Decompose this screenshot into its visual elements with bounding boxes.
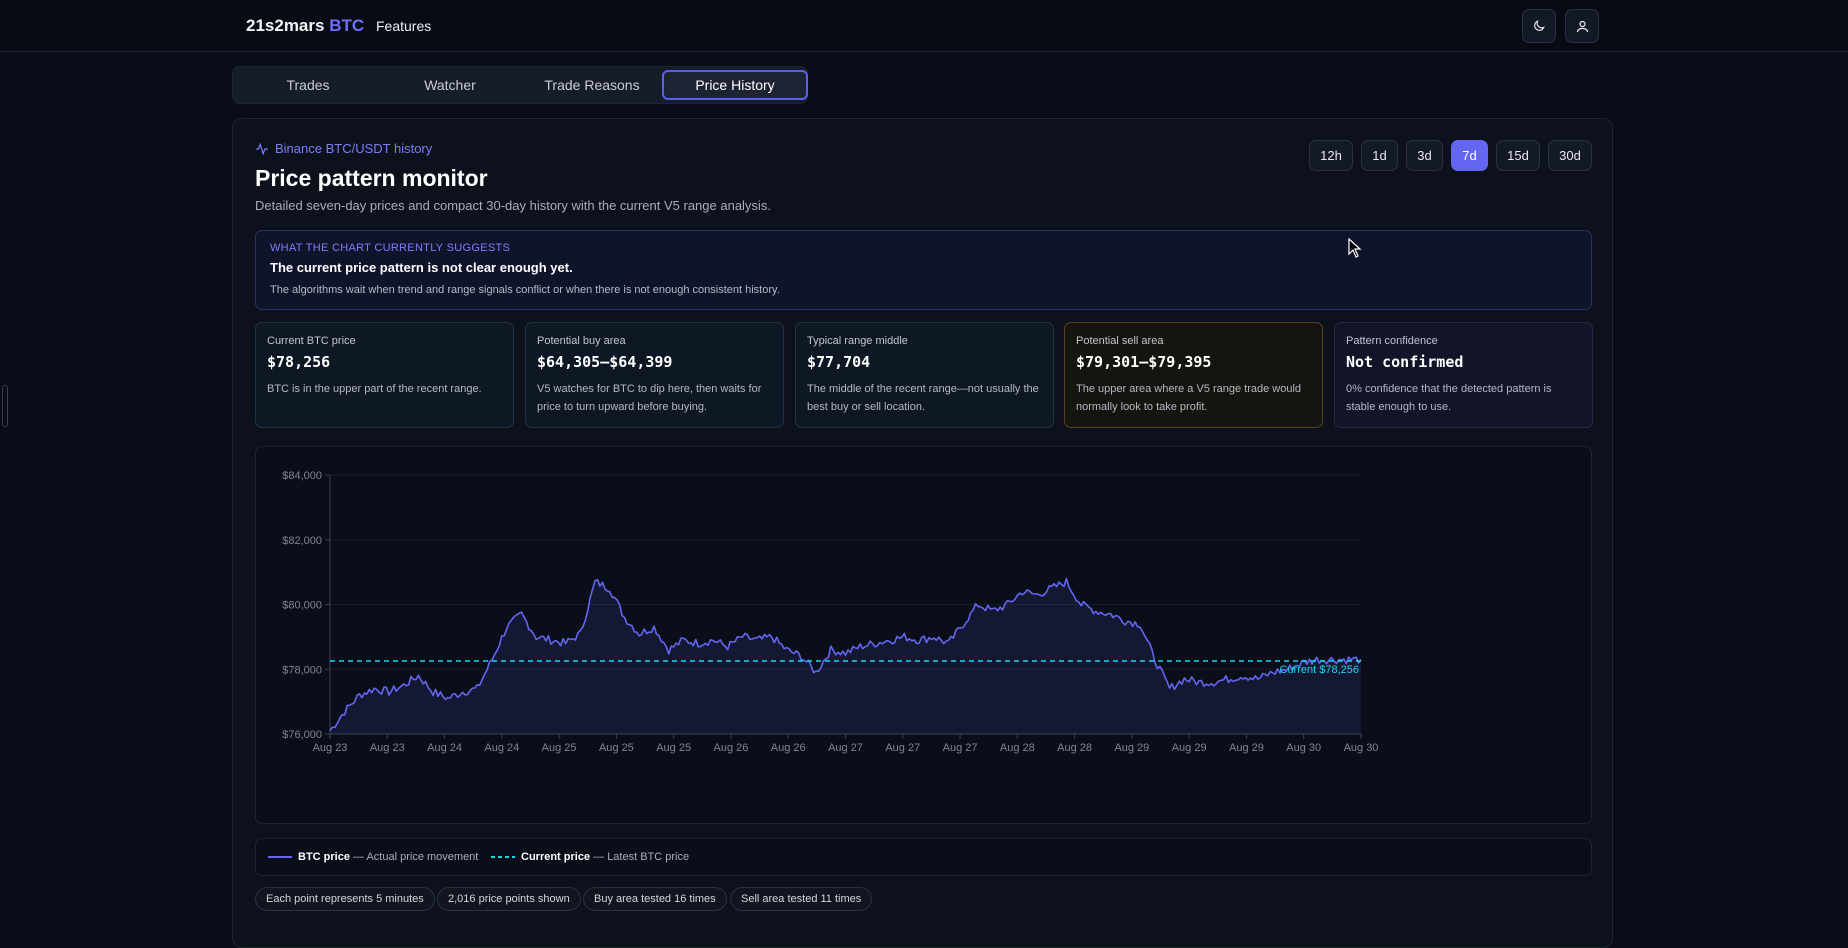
- stat-description: V5 watches for BTC to dip here, then wai…: [537, 383, 762, 413]
- legend-current-desc: — Latest BTC price: [590, 851, 690, 863]
- info-pill-sell-tests: Sell area tested 11 times: [730, 887, 873, 911]
- range-12h-button[interactable]: 12h: [1309, 140, 1353, 171]
- y-tick-label: $76,000: [282, 729, 322, 741]
- data-source-label: Binance BTC/USDT history: [255, 141, 432, 156]
- x-tick-label: Aug 24: [484, 742, 519, 754]
- legend-item-current-price: Current price — Latest BTC price: [491, 851, 689, 863]
- info-pill-interval: Each point represents 5 minutes: [255, 887, 435, 911]
- brand-logo[interactable]: 21s2mars BTC: [246, 16, 364, 36]
- y-tick-label: $80,000: [282, 600, 322, 612]
- stat-value: $79,301–$79,395: [1076, 353, 1212, 371]
- stat-description: The upper area where a V5 range trade wo…: [1076, 383, 1302, 413]
- activity-icon: [256, 142, 268, 155]
- x-tick-label: Aug 29: [1229, 742, 1264, 754]
- stat-label: Typical range middle: [807, 335, 908, 347]
- tab-trade-reasons[interactable]: Trade Reasons: [544, 77, 640, 93]
- page-title: Price pattern monitor: [255, 165, 488, 191]
- stat-label: Pattern confidence: [1346, 335, 1438, 347]
- x-tick-label: Aug 29: [1114, 742, 1149, 754]
- stat-description: The middle of the recent range—not usual…: [807, 383, 1039, 413]
- range-15d-button[interactable]: 15d: [1496, 140, 1540, 171]
- range-3d-button[interactable]: 3d: [1406, 140, 1443, 171]
- stat-value: $77,704: [807, 353, 871, 371]
- suggestion-panel: WHAT THE CHART CURRENTLY SUGGESTS The cu…: [255, 230, 1592, 310]
- suggestion-detail: The algorithms wait when trend and range…: [270, 284, 780, 296]
- y-tick-label: $84,000: [282, 470, 322, 482]
- x-tick-label: Aug 30: [1286, 742, 1321, 754]
- btc-price-area: [330, 578, 1361, 734]
- x-tick-label: Aug 27: [885, 742, 920, 754]
- x-tick-label: Aug 26: [714, 742, 749, 754]
- y-tick-label: $82,000: [282, 535, 322, 547]
- stat-pattern-confidence: Pattern confidence Not confirmed 0% conf…: [1334, 322, 1593, 428]
- page-description: Detailed seven-day prices and compact 30…: [255, 198, 771, 213]
- legend-item-btc-price: BTC price — Actual price movement: [268, 851, 478, 863]
- moon-icon: [1534, 20, 1545, 31]
- legend-series-label: BTC price: [298, 851, 350, 863]
- tab-price-history[interactable]: Price History: [662, 70, 808, 100]
- x-tick-label: Aug 23: [370, 742, 405, 754]
- stat-range-middle: Typical range middle $77,704 The middle …: [795, 322, 1054, 428]
- x-tick-label: Aug 25: [656, 742, 691, 754]
- stat-value: $64,305–$64,399: [537, 353, 673, 371]
- x-tick-label: Aug 30: [1344, 742, 1379, 754]
- tab-bar: Trades Watcher Trade Reasons Price Histo…: [232, 66, 808, 104]
- x-tick-label: Aug 27: [943, 742, 978, 754]
- info-pill-points: 2,016 price points shown: [437, 887, 581, 911]
- btc-price-line: [329, 577, 1362, 732]
- legend-current-label: Current price: [521, 851, 591, 863]
- current-price-label: Current $78,256: [1280, 664, 1360, 676]
- stat-value: $78,256: [267, 353, 331, 371]
- range-7d-button[interactable]: 7d: [1451, 140, 1488, 171]
- x-tick-label: Aug 25: [599, 742, 634, 754]
- brand-name: 21s2mars: [246, 16, 325, 35]
- theme-toggle-button[interactable]: [1522, 9, 1556, 43]
- x-tick-label: Aug 23: [313, 742, 348, 754]
- info-pill-buy-tests: Buy area tested 16 times: [583, 887, 727, 911]
- x-tick-label: Aug 29: [1172, 742, 1207, 754]
- stat-buy-area: Potential buy area $64,305–$64,399 V5 wa…: [525, 322, 784, 428]
- nav-features-link[interactable]: Features: [376, 18, 432, 34]
- data-source-text: Binance BTC/USDT history: [275, 141, 433, 156]
- stat-label: Current BTC price: [267, 335, 356, 347]
- price-chart-panel: $84,000 $82,000 $80,000 $78,000 $76,000 Aug 2…: [255, 446, 1592, 824]
- y-tick-label: $78,000: [282, 664, 322, 676]
- suggestion-headline: The current price pattern is not clear e…: [270, 260, 573, 275]
- range-30d-button[interactable]: 30d: [1548, 140, 1592, 171]
- suggestion-label: WHAT THE CHART CURRENTLY SUGGESTS: [270, 242, 511, 254]
- x-tick-label: Aug 28: [1000, 742, 1035, 754]
- legend-swatch-solid: [268, 856, 292, 858]
- x-tick-label: Aug 26: [771, 742, 806, 754]
- x-tick-label: Aug 25: [542, 742, 577, 754]
- stat-value: Not confirmed: [1346, 353, 1464, 371]
- stat-description: BTC is in the upper part of the recent r…: [267, 383, 482, 395]
- chart-legend: BTC price — Actual price movement Curren…: [255, 838, 1592, 876]
- tab-watcher[interactable]: Watcher: [424, 77, 476, 93]
- stat-sell-area: Potential sell area $79,301–$79,395 The …: [1064, 322, 1323, 428]
- user-icon: [1576, 20, 1588, 32]
- stat-label: Potential sell area: [1076, 335, 1164, 347]
- x-tick-label: Aug 24: [427, 742, 462, 754]
- stat-current-price: Current BTC price $78,256 BTC is in the …: [255, 322, 514, 428]
- stat-description: 0% confidence that the detected pattern …: [1346, 383, 1552, 413]
- top-bar: 21s2mars BTC Features: [0, 0, 1848, 52]
- range-1d-button[interactable]: 1d: [1361, 140, 1398, 171]
- stat-label: Potential buy area: [537, 335, 626, 347]
- side-drawer-handle[interactable]: [2, 385, 8, 427]
- brand-accent: BTC: [329, 16, 365, 35]
- x-tick-label: Aug 28: [1057, 742, 1092, 754]
- user-menu-button[interactable]: [1565, 9, 1599, 43]
- x-tick-label: Aug 27: [828, 742, 863, 754]
- mouse-cursor-icon: [1348, 238, 1362, 258]
- tab-trades[interactable]: Trades: [286, 77, 330, 93]
- legend-swatch-dashed: [491, 856, 515, 858]
- legend-series-desc: — Actual price movement: [349, 851, 479, 863]
